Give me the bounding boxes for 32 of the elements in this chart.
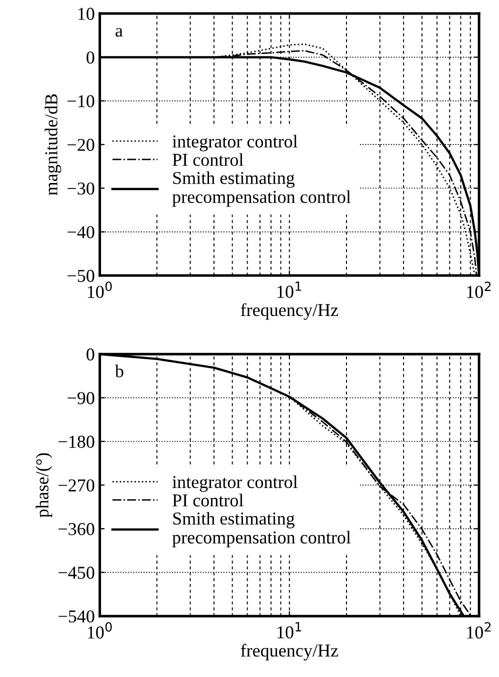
legend-label: Smith estimating precompensation control: [172, 171, 351, 207]
y-tick-label: −360: [58, 523, 94, 536]
legend-label: integrator control: [172, 475, 298, 492]
x-tick-label: 10$^{0}$: [88, 622, 112, 639]
legend-label: Smith estimating precompensation control: [172, 512, 351, 548]
x-tick-label: 10$^{1}$: [278, 622, 302, 638]
x-tick-label: 10$^{0}$: [88, 282, 112, 298]
y-axis-title: magnitude/dB: [44, 94, 62, 196]
y-tick-label: −180: [58, 436, 94, 448]
y-tick-label: 0: [86, 51, 94, 64]
y-tick-label: −40: [68, 226, 94, 238]
y-tick-label: −10: [68, 95, 94, 108]
y-tick-label: −270: [58, 479, 94, 492]
x-tick-label: 10$^{2}$: [467, 622, 491, 639]
x-axis-title: frequency/Hz: [240, 644, 338, 660]
x-tick-label: 10$^{2}$: [467, 282, 491, 298]
y-tick-label: −450: [58, 566, 94, 579]
y-tick-label: −30: [68, 182, 94, 195]
legend-label: PI control: [172, 153, 244, 166]
y-tick-label: 0: [86, 348, 94, 361]
y-tick-label: −20: [68, 138, 94, 151]
y-axis-title: phase/(°): [36, 453, 52, 518]
annotation: b: [114, 364, 124, 378]
annotation: a: [116, 28, 123, 37]
y-tick-label: −50: [68, 270, 94, 282]
legend-label: integrator control: [172, 134, 298, 152]
legend-label: PI control: [172, 494, 244, 506]
y-tick-label: 10: [78, 8, 94, 20]
y-tick-label: −540: [58, 610, 94, 623]
y-tick-label: −90: [68, 392, 94, 404]
x-tick-label: 10$^{1}$: [278, 282, 302, 298]
x-axis-title: frequency/Hz: [240, 303, 338, 320]
